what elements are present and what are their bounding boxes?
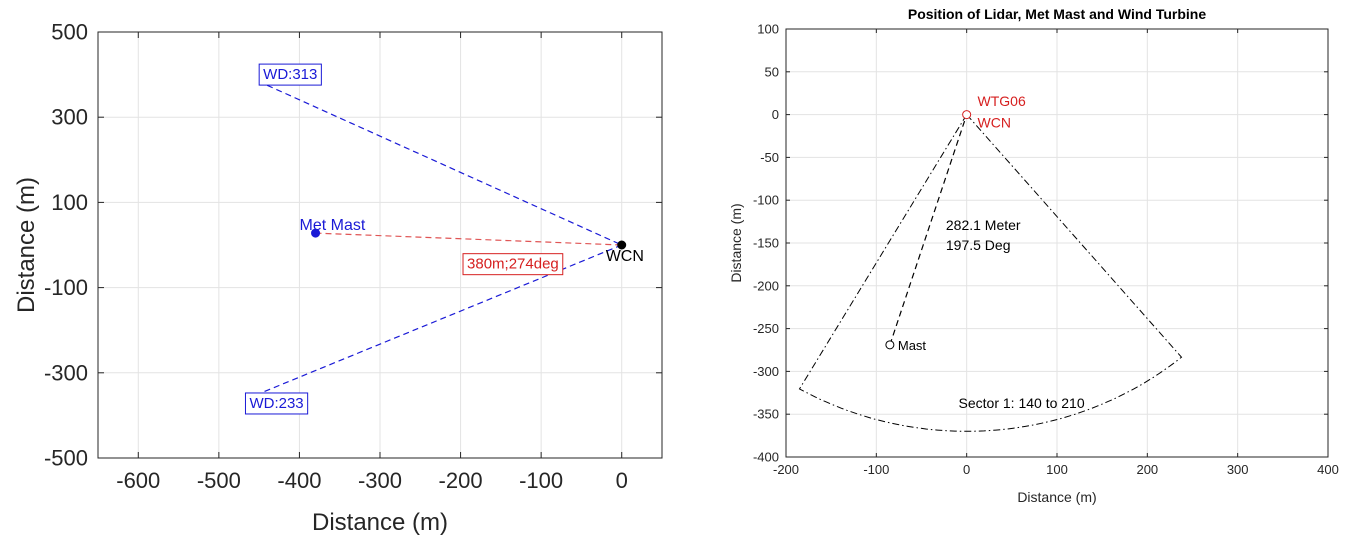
y-tick-label: 100 bbox=[757, 22, 779, 37]
x-tick-label: -200 bbox=[773, 462, 799, 477]
x-tick-label: -100 bbox=[863, 462, 889, 477]
y-tick-label: -300 bbox=[753, 364, 779, 379]
x-tick-label: 200 bbox=[1136, 462, 1158, 477]
boxed-annotation: WD:313 bbox=[263, 66, 317, 83]
boxed-annotation: WD:233 bbox=[249, 395, 303, 412]
y-tick-label: 300 bbox=[51, 105, 88, 130]
sector-outline bbox=[798, 114, 1183, 432]
x-tick-label: 400 bbox=[1317, 462, 1339, 477]
right-ticks: -200 -100 0 100 200 300 400 -400 -350 -300 -250 -20… bbox=[753, 22, 1339, 478]
point-marker bbox=[311, 228, 321, 238]
y-tick-label: -300 bbox=[44, 360, 88, 385]
left-annotations: Met Mast WCN WD:313 WD:233 380m;274deg bbox=[244, 63, 644, 415]
boxed-annotation: 380m;274deg bbox=[467, 256, 559, 273]
point-marker bbox=[885, 340, 895, 350]
right-x-axis-label: Distance (m) bbox=[1017, 489, 1096, 505]
x-tick-label: 0 bbox=[963, 462, 970, 477]
point-label: WCN bbox=[606, 248, 644, 265]
y-tick-label: -250 bbox=[753, 321, 779, 336]
y-tick-label: -100 bbox=[753, 193, 779, 208]
x-tick-label: -200 bbox=[439, 468, 483, 493]
annotation-text: 282.1 Meter bbox=[946, 217, 1021, 233]
y-tick-label: 100 bbox=[51, 190, 88, 215]
annotation-text: 197.5 Deg bbox=[946, 237, 1011, 253]
point-label: Met Mast bbox=[300, 217, 366, 234]
y-tick-label: -50 bbox=[760, 150, 779, 165]
series-line-1 bbox=[889, 114, 968, 346]
y-tick-label: 0 bbox=[772, 107, 779, 122]
annotation-text: WCN bbox=[978, 114, 1011, 130]
y-tick-label: 50 bbox=[765, 64, 779, 79]
x-tick-label: -600 bbox=[116, 468, 160, 493]
y-tick-label: -100 bbox=[44, 275, 88, 300]
right-chart-title: Position of Lidar, Met Mast and Wind Tur… bbox=[908, 6, 1206, 22]
left-y-axis-label: Distance (m) bbox=[13, 177, 40, 313]
x-tick-label: -300 bbox=[358, 468, 402, 493]
right-series bbox=[798, 110, 1183, 432]
x-tick-label: 100 bbox=[1046, 462, 1068, 477]
x-tick-label: -500 bbox=[197, 468, 241, 493]
y-tick-label: -150 bbox=[753, 236, 779, 251]
y-tick-label: -350 bbox=[753, 407, 779, 422]
right-plot: Mast WTG06 WCN 282.1 Meter 197.5 Deg Sector 1… bbox=[728, 6, 1339, 505]
series-line-3 bbox=[315, 232, 622, 246]
x-tick-label: -400 bbox=[277, 468, 321, 493]
annotation-box bbox=[462, 253, 564, 276]
point-marker bbox=[617, 240, 627, 250]
y-tick-label: -400 bbox=[753, 450, 779, 465]
right-y-axis-label: Distance (m) bbox=[728, 203, 744, 282]
y-tick-label: 500 bbox=[51, 20, 88, 45]
x-tick-label: 300 bbox=[1227, 462, 1249, 477]
annotation-text: WTG06 bbox=[978, 93, 1026, 109]
series-line-1 bbox=[266, 84, 622, 246]
annotation-text: Sector 1: 140 to 210 bbox=[959, 395, 1085, 411]
y-tick-label: -200 bbox=[753, 278, 779, 293]
x-tick-label: -100 bbox=[519, 468, 563, 493]
left-ticks: -600 -500 -400 -300 -200 -100 0 -500 -300 -100 100… bbox=[44, 20, 662, 493]
left-x-axis-label: Distance (m) bbox=[312, 509, 448, 536]
right-annotations: Mast WTG06 WCN 282.1 Meter 197.5 Deg Sector 1… bbox=[898, 93, 1085, 411]
point-marker bbox=[962, 110, 972, 120]
y-tick-label: -500 bbox=[44, 446, 88, 471]
point-label: Mast bbox=[898, 338, 927, 353]
annotation-box bbox=[258, 63, 322, 86]
annotation-box bbox=[244, 392, 309, 415]
left-series bbox=[262, 84, 627, 393]
x-tick-label: 0 bbox=[616, 468, 628, 493]
